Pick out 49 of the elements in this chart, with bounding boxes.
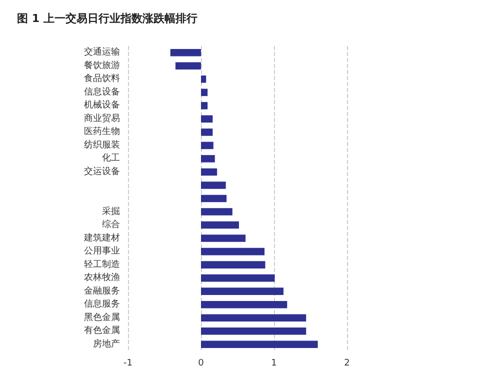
y-tick-label: 采掘 <box>102 206 120 217</box>
y-tick-label: 交通运输 <box>84 46 120 58</box>
x-tick-label: 1 <box>271 358 277 368</box>
y-tick-label: 建筑建材 <box>83 232 120 244</box>
y-tick-label: 食品饮料 <box>84 73 120 84</box>
y-tick-label: 交运设备 <box>84 166 120 177</box>
bar <box>201 182 226 189</box>
x-tick-label: -1 <box>124 358 132 368</box>
bar <box>201 234 246 242</box>
chart-title: 图 1 上一交易日行业指数涨跌幅排行 <box>17 12 198 25</box>
y-tick-label: 金融服务 <box>84 285 120 296</box>
bar <box>201 102 208 110</box>
y-tick-label: 综合 <box>102 219 120 230</box>
bar <box>201 340 318 348</box>
bar <box>201 314 306 322</box>
bar <box>201 208 232 216</box>
y-tick-label: 房地产 <box>93 338 120 350</box>
y-tick-label: 信息服务 <box>84 298 120 310</box>
bar <box>201 274 275 282</box>
bar <box>201 248 265 256</box>
bar <box>201 221 239 229</box>
y-tick-label: 机械设备 <box>84 100 120 111</box>
x-tick-label: 2 <box>344 358 350 368</box>
bar <box>201 142 214 150</box>
y-tick-label: 餐饮旅游 <box>84 60 120 71</box>
bar <box>201 128 213 136</box>
bar <box>201 88 208 96</box>
bar <box>201 115 213 123</box>
bar <box>170 48 201 56</box>
y-tick-label: 化工 <box>102 152 120 164</box>
bar <box>175 62 201 70</box>
bar <box>201 327 306 335</box>
y-tick-label: 医药生物 <box>84 126 120 138</box>
bar <box>201 76 206 83</box>
bar <box>201 300 288 308</box>
y-tick-label: 纺织服装 <box>84 139 120 150</box>
y-tick-label: 轻工制造 <box>84 258 120 270</box>
y-tick-label: 农林牧渔 <box>84 272 120 284</box>
y-tick-label: 信息设备 <box>84 86 120 98</box>
y-tick-label: 商业贸易 <box>84 112 120 124</box>
bar <box>201 155 215 162</box>
bar <box>201 261 266 268</box>
bar <box>201 168 218 176</box>
y-tick-label: 有色金属 <box>84 325 120 336</box>
y-tick-label: 黑色金属 <box>84 312 120 323</box>
y-tick-label: 公用事业 <box>84 246 120 257</box>
bar <box>201 288 284 295</box>
bar <box>201 194 227 202</box>
x-tick-label: 0 <box>198 358 204 368</box>
